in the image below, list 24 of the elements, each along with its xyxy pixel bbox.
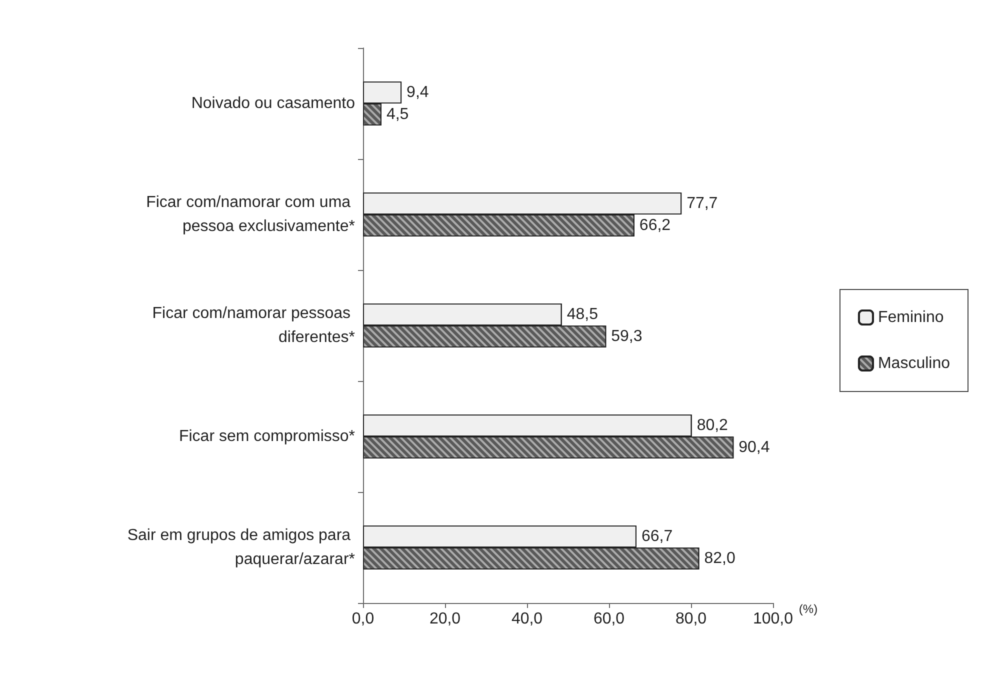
data-label: 4,5: [386, 106, 409, 123]
legend-label: Feminino: [878, 309, 944, 326]
y-tick-label: Noivado ou casamento: [191, 95, 356, 112]
data-label: 66,7: [641, 528, 673, 545]
data-label: 82,0: [704, 550, 736, 567]
data-label: 77,7: [686, 195, 718, 212]
x-tick-label: 40,0: [511, 610, 543, 628]
y-tick-label: Ficar com/namorar com uma pessoa exclusivamente*: [146, 194, 355, 235]
data-label: 90,4: [738, 439, 770, 456]
x-axis-title: (%): [798, 602, 818, 616]
x-tick-label: 80,0: [675, 610, 707, 628]
y-tick-label: Sair em grupos de amigos para paquerar/azarar*: [127, 527, 355, 568]
x-tick-label: 0,0: [352, 610, 374, 628]
y-tick-label: Ficar sem compromisso*: [178, 428, 355, 445]
data-label: 66,2: [639, 217, 671, 234]
data-label: 9,4: [406, 84, 429, 101]
x-tick-label: 20,0: [429, 610, 461, 628]
data-label: 80,2: [696, 417, 728, 434]
y-tick-label: Ficar com/namorar pessoas diferentes*: [152, 305, 355, 346]
data-label: 48,5: [566, 306, 598, 323]
legend-label: Masculino: [878, 355, 950, 372]
x-tick-label: 100,0: [752, 610, 794, 628]
x-tick-label: 60,0: [593, 610, 625, 628]
data-label: 59,3: [611, 328, 642, 345]
